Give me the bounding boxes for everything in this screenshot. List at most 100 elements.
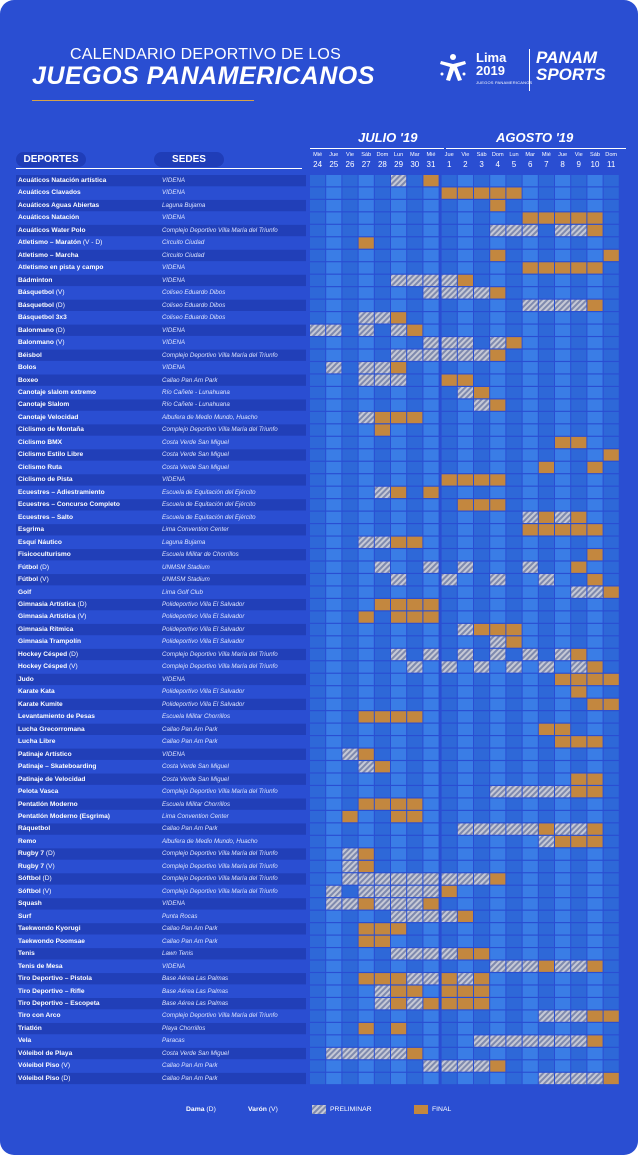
- schedule-cell: [538, 910, 554, 923]
- schedule-cell: [310, 623, 326, 636]
- schedule-cell: [423, 761, 439, 773]
- row-band: [16, 187, 306, 199]
- preliminar-cell: [342, 860, 358, 873]
- schedule-cell: [326, 249, 342, 262]
- schedule-cell: [310, 474, 326, 486]
- schedule-cell: [490, 736, 506, 748]
- schedule-cell: [490, 1022, 506, 1035]
- schedule-cell: [310, 399, 326, 411]
- schedule-cell: [407, 175, 423, 187]
- schedule-cell: [358, 299, 374, 311]
- schedule-cell: [538, 885, 554, 898]
- schedule-cell: [555, 611, 571, 623]
- schedule-cell: [342, 835, 358, 848]
- schedule-cell: [571, 187, 587, 199]
- schedule-cell: [374, 686, 390, 698]
- schedule-cell: [506, 249, 522, 262]
- preliminar-cell: [457, 561, 473, 573]
- preliminar-cell: [358, 312, 374, 324]
- schedule-cell: [326, 1010, 342, 1022]
- schedule-cell: [538, 898, 554, 910]
- schedule-cell: [310, 673, 326, 686]
- sport-name: Atletismo – Marcha: [18, 251, 79, 259]
- schedule-cell: [490, 1072, 506, 1085]
- schedule-cell: [522, 1010, 538, 1022]
- schedule-cell: [603, 736, 619, 748]
- schedule-cell: [391, 436, 407, 449]
- final-cell: [474, 623, 490, 636]
- sport-name: Fisicoculturismo: [18, 551, 71, 559]
- schedule-cell: [391, 686, 407, 698]
- preliminar-cell: [490, 574, 506, 586]
- schedule-cell: [326, 873, 342, 885]
- schedule-cell: [457, 536, 473, 548]
- gender-code: (D): [44, 850, 56, 858]
- schedule-cell: [474, 636, 490, 648]
- final-cell: [603, 673, 619, 686]
- schedule-cell: [522, 362, 538, 374]
- lima-2019-logo-icon: [440, 54, 466, 81]
- schedule-cell: [374, 773, 390, 785]
- schedule-cell: [457, 885, 473, 898]
- day-weekday: Vie: [345, 152, 354, 158]
- venue-name: Escuela Militar Chorrillos: [162, 713, 231, 721]
- schedule-cell: [506, 474, 522, 486]
- schedule-cell: [474, 673, 490, 686]
- schedule-cell: [310, 611, 326, 623]
- row-band: [16, 998, 306, 1010]
- schedule-cell: [342, 910, 358, 923]
- final-cell: [474, 973, 490, 985]
- schedule-cell: [407, 623, 423, 636]
- panam-logo-line2: SPORTS: [536, 65, 606, 84]
- final-cell: [441, 187, 457, 199]
- schedule-cell: [326, 424, 342, 436]
- gender-code: (V): [75, 613, 87, 621]
- schedule-cell: [603, 723, 619, 735]
- schedule-cell: [538, 324, 554, 336]
- schedule-cell: [423, 773, 439, 785]
- venue-name: Escuela de Equitación del Ejército: [162, 488, 256, 496]
- schedule-cell: [391, 561, 407, 573]
- schedule-cell: [603, 686, 619, 698]
- schedule-cell: [326, 299, 342, 311]
- row-band: [16, 324, 306, 336]
- venue-name: Callao Pan Am Park: [162, 1062, 218, 1070]
- schedule-cell: [391, 1010, 407, 1022]
- schedule-cell: [374, 299, 390, 311]
- legend-varon: Varón (V): [248, 1106, 278, 1113]
- schedule-cell: [391, 499, 407, 511]
- sport-name: Bádminton: [18, 276, 53, 284]
- schedule-cell: [506, 835, 522, 848]
- schedule-cell: [603, 998, 619, 1010]
- schedule-cell: [326, 511, 342, 523]
- final-cell: [457, 948, 473, 960]
- schedule-cell: [555, 998, 571, 1010]
- schedule-cell: [326, 935, 342, 947]
- schedule-cell: [538, 873, 554, 885]
- schedule-cell: [522, 898, 538, 910]
- final-cell: [603, 698, 619, 711]
- final-cell: [490, 287, 506, 299]
- schedule-cell: [555, 923, 571, 935]
- day-number: 26: [345, 160, 355, 169]
- schedule-cell: [342, 299, 358, 311]
- schedule-cell: [342, 511, 358, 523]
- row-band: [16, 1072, 306, 1085]
- schedule-cell: [490, 1047, 506, 1060]
- preliminar-cell: [374, 1047, 390, 1060]
- schedule-cell: [490, 461, 506, 474]
- schedule-cell: [457, 237, 473, 249]
- day-header-4: Dom 4: [490, 151, 505, 170]
- schedule-cell: [342, 823, 358, 835]
- preliminar-cell: [423, 561, 439, 573]
- schedule-cell: [603, 1022, 619, 1035]
- schedule-cell: [407, 386, 423, 399]
- preliminar-cell: [407, 885, 423, 898]
- schedule-cell: [441, 424, 457, 436]
- schedule-cell: [603, 935, 619, 947]
- sport-name: Pentatlón Moderno: [18, 800, 78, 808]
- schedule-cell: [538, 736, 554, 748]
- schedule-cell: [326, 923, 342, 935]
- preliminar-cell: [490, 1035, 506, 1047]
- day-number: 30: [410, 160, 420, 169]
